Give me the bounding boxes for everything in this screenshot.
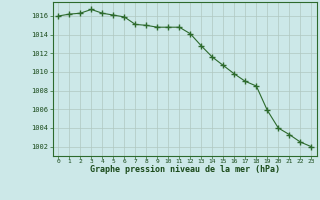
X-axis label: Graphe pression niveau de la mer (hPa): Graphe pression niveau de la mer (hPa): [90, 165, 280, 174]
